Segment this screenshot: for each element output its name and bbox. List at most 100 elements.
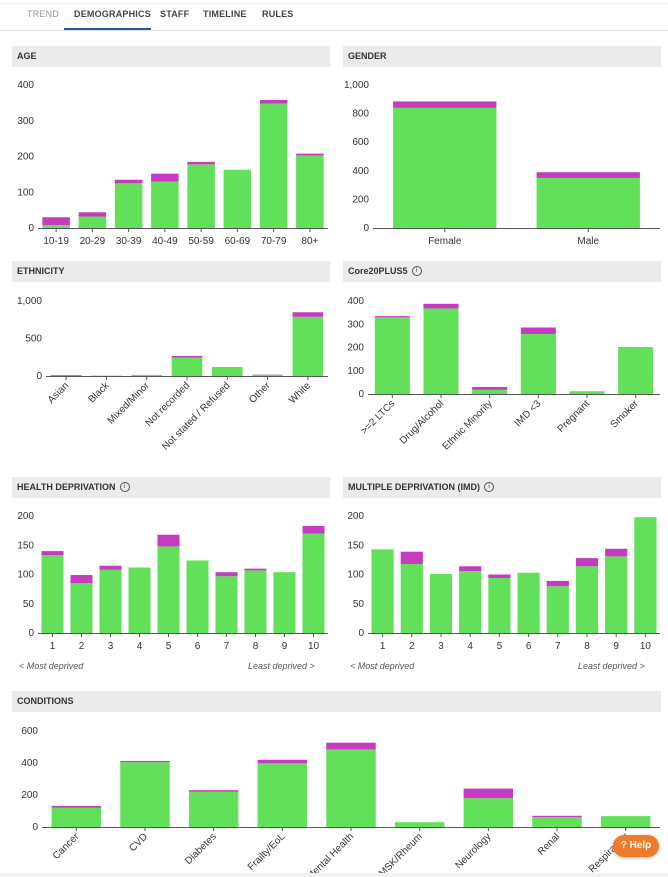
imd-bar-green[interactable] bbox=[634, 517, 657, 633]
health-bar-magenta[interactable] bbox=[157, 534, 180, 547]
horizontal-scrollbar[interactable] bbox=[0, 873, 668, 877]
conditions-bar-magenta[interactable] bbox=[188, 790, 239, 792]
age-bar-magenta[interactable] bbox=[114, 179, 143, 184]
ethnicity-bar-magenta[interactable] bbox=[50, 375, 82, 376]
age-bar-green[interactable] bbox=[78, 216, 107, 228]
conditions-bar-green[interactable] bbox=[51, 807, 102, 827]
ethnicity-bar-green[interactable] bbox=[252, 374, 283, 376]
imd-bar-magenta[interactable] bbox=[605, 548, 628, 557]
health-bar-green[interactable] bbox=[128, 567, 151, 633]
imd-bar-green[interactable] bbox=[575, 566, 599, 633]
health-bar-magenta[interactable] bbox=[215, 572, 238, 577]
imd-bar-magenta[interactable] bbox=[400, 551, 423, 564]
health-bar-magenta[interactable] bbox=[302, 525, 325, 534]
ethnicity-bar-magenta[interactable] bbox=[292, 312, 324, 317]
core20-bar-green[interactable] bbox=[472, 389, 508, 394]
ethnicity-bar-green[interactable] bbox=[292, 316, 324, 376]
health-bar-magenta[interactable] bbox=[244, 568, 267, 571]
core20-bar-magenta[interactable] bbox=[423, 303, 459, 309]
conditions-bar-green[interactable] bbox=[532, 817, 582, 827]
age-bar-green[interactable] bbox=[114, 183, 143, 228]
tab-trend[interactable]: TREND bbox=[27, 9, 59, 19]
imd-bar-magenta[interactable] bbox=[459, 566, 482, 571]
conditions-bar-magenta[interactable] bbox=[532, 815, 582, 818]
ethnicity-panel-header: ETHNICITY bbox=[12, 261, 330, 282]
age-bar-magenta[interactable] bbox=[151, 173, 179, 182]
age-bar-green[interactable] bbox=[259, 103, 288, 228]
health-bar-green[interactable] bbox=[99, 569, 122, 633]
conditions-bar-green[interactable] bbox=[600, 816, 651, 827]
health-bar-magenta[interactable] bbox=[41, 551, 64, 556]
imd-bar-green[interactable] bbox=[488, 578, 511, 633]
imd-bar-green[interactable] bbox=[400, 563, 423, 633]
health-bar-green[interactable] bbox=[186, 560, 209, 633]
tab-staff[interactable]: STAFF bbox=[160, 9, 190, 19]
conditions-bar-magenta[interactable] bbox=[326, 742, 376, 750]
imd-category-label: 3 bbox=[438, 641, 444, 652]
conditions-bar-green[interactable] bbox=[394, 822, 445, 827]
gender-bar-green[interactable] bbox=[393, 107, 497, 228]
gender-bar-magenta[interactable] bbox=[393, 101, 497, 108]
health-bar-green[interactable] bbox=[70, 583, 93, 633]
conditions-bar-magenta[interactable] bbox=[257, 759, 308, 764]
info-icon[interactable]: i bbox=[411, 265, 422, 276]
core20-bar-green[interactable] bbox=[520, 334, 556, 394]
age-bar-green[interactable] bbox=[187, 164, 215, 228]
health-bar-magenta[interactable] bbox=[70, 575, 93, 584]
info-icon[interactable]: i bbox=[484, 481, 494, 492]
imd-bar-magenta[interactable] bbox=[488, 574, 511, 579]
health-bar-green[interactable] bbox=[215, 576, 238, 633]
conditions-bar-magenta[interactable] bbox=[120, 760, 170, 763]
conditions-bar-magenta[interactable] bbox=[463, 788, 514, 799]
conditions-bar-green[interactable] bbox=[120, 762, 170, 827]
core20-bar-green[interactable] bbox=[569, 391, 605, 394]
age-bar-magenta[interactable] bbox=[187, 161, 215, 165]
imd-bar-green[interactable] bbox=[459, 570, 482, 633]
conditions-bar-green[interactable] bbox=[257, 763, 308, 827]
tab-rules[interactable]: RULES bbox=[262, 9, 294, 19]
core20-category-label: IMD <3 bbox=[513, 398, 544, 429]
core20-bar-green[interactable] bbox=[423, 308, 459, 394]
age-category-label: 10-19 bbox=[43, 236, 69, 247]
age-bar-magenta[interactable] bbox=[296, 153, 324, 156]
age-bar-green[interactable] bbox=[223, 169, 252, 228]
age-bar-green[interactable] bbox=[151, 181, 179, 228]
conditions-bar-green[interactable] bbox=[463, 798, 514, 827]
ethnicity-bar-green[interactable] bbox=[171, 357, 203, 376]
core20-bar-green[interactable] bbox=[374, 317, 410, 394]
age-bar-green[interactable] bbox=[42, 225, 70, 228]
conditions-bar-green[interactable] bbox=[188, 791, 239, 827]
ethnicity-bar-green[interactable] bbox=[211, 367, 243, 376]
imd-bar-green[interactable] bbox=[546, 586, 569, 633]
conditions-bar-magenta[interactable] bbox=[51, 805, 102, 808]
core20-bar-magenta[interactable] bbox=[472, 387, 508, 390]
age-bar-magenta[interactable] bbox=[42, 217, 70, 226]
imd-bar-green[interactable] bbox=[605, 556, 628, 633]
core20-bar-magenta[interactable] bbox=[520, 327, 556, 335]
health-bar-green[interactable] bbox=[302, 533, 325, 633]
tab-demographics[interactable]: DEMOGRAPHICS bbox=[74, 9, 151, 19]
health-bar-green[interactable] bbox=[157, 546, 180, 633]
health-bar-magenta[interactable] bbox=[99, 565, 122, 570]
age-bar-magenta[interactable] bbox=[78, 212, 107, 217]
imd-bar-magenta[interactable] bbox=[575, 558, 599, 567]
gender-bar-magenta[interactable] bbox=[536, 172, 640, 178]
ethnicity-bar-magenta[interactable] bbox=[171, 355, 203, 358]
age-bar-green[interactable] bbox=[296, 155, 324, 228]
imd-bar-magenta[interactable] bbox=[546, 580, 569, 587]
core20-bar-magenta[interactable] bbox=[374, 316, 410, 318]
health-bar-green[interactable] bbox=[41, 555, 64, 633]
health-bar-green[interactable] bbox=[273, 572, 296, 633]
imd-bar-green[interactable] bbox=[429, 573, 453, 633]
info-icon[interactable]: i bbox=[119, 481, 130, 492]
help-button[interactable]: ? Help bbox=[613, 835, 659, 857]
imd-bar-green[interactable] bbox=[517, 572, 540, 633]
health-bar-green[interactable] bbox=[244, 570, 267, 633]
core20-bar-green[interactable] bbox=[618, 347, 654, 394]
tab-timeline[interactable]: TIMELINE bbox=[203, 9, 247, 19]
ethnicity-bar-green[interactable] bbox=[131, 375, 163, 376]
conditions-bar-green[interactable] bbox=[326, 749, 376, 827]
imd-bar-green[interactable] bbox=[371, 549, 394, 633]
age-bar-magenta[interactable] bbox=[259, 100, 288, 104]
gender-bar-green[interactable] bbox=[536, 177, 640, 228]
